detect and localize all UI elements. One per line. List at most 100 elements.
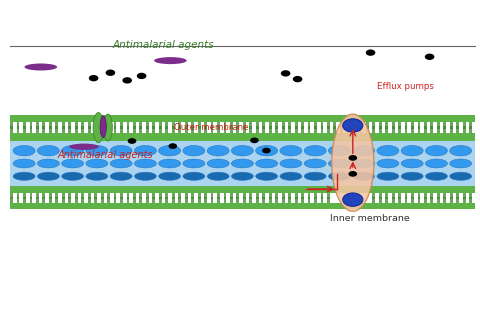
Ellipse shape (61, 159, 84, 168)
Bar (463, 197, 466, 203)
Ellipse shape (353, 172, 375, 181)
Bar (17, 197, 20, 203)
Bar (217, 126, 220, 133)
Bar (250, 197, 252, 203)
Bar (36, 193, 39, 199)
Bar (327, 193, 330, 199)
Bar (224, 197, 227, 203)
Bar (159, 197, 162, 203)
Bar (230, 193, 233, 199)
Bar (243, 193, 246, 199)
Bar (127, 126, 130, 133)
Bar (133, 197, 136, 203)
Ellipse shape (61, 172, 84, 181)
Ellipse shape (93, 113, 104, 143)
Bar (301, 197, 304, 203)
Bar (10, 193, 475, 203)
Bar (10, 115, 475, 122)
Bar (165, 193, 168, 199)
Bar (431, 193, 433, 199)
Bar (133, 126, 136, 133)
Ellipse shape (13, 159, 35, 168)
Bar (256, 197, 259, 203)
Bar (140, 193, 143, 199)
Bar (152, 126, 156, 133)
Bar (224, 193, 227, 199)
Bar (29, 126, 33, 133)
Bar (437, 122, 440, 129)
Bar (444, 193, 446, 199)
Ellipse shape (110, 159, 132, 168)
Bar (308, 122, 311, 129)
Bar (418, 122, 420, 129)
Bar (314, 193, 317, 199)
Bar (262, 122, 265, 129)
Bar (314, 126, 317, 133)
Bar (178, 193, 181, 199)
Bar (42, 126, 46, 133)
Bar (10, 122, 475, 133)
Bar (165, 197, 168, 203)
Ellipse shape (401, 145, 423, 156)
Bar (23, 197, 26, 203)
Bar (42, 197, 46, 203)
Bar (120, 197, 123, 203)
Bar (211, 197, 214, 203)
Bar (243, 197, 246, 203)
Bar (165, 122, 168, 129)
Bar (81, 193, 84, 199)
Bar (398, 126, 401, 133)
Bar (450, 126, 453, 133)
Ellipse shape (401, 159, 423, 168)
Bar (172, 193, 175, 199)
Bar (185, 193, 188, 199)
Bar (398, 122, 401, 129)
Bar (198, 122, 201, 129)
Ellipse shape (207, 145, 229, 156)
Ellipse shape (280, 159, 302, 168)
Ellipse shape (304, 145, 326, 156)
Bar (101, 197, 104, 203)
Text: Efflux pumps: Efflux pumps (377, 82, 433, 91)
Circle shape (137, 73, 146, 79)
Circle shape (250, 137, 259, 143)
Bar (204, 197, 207, 203)
Bar (469, 197, 472, 203)
Bar (405, 193, 408, 199)
Bar (301, 122, 304, 129)
Bar (314, 197, 317, 203)
Bar (269, 122, 272, 129)
Bar (385, 193, 388, 199)
Bar (405, 197, 408, 203)
Bar (424, 122, 427, 129)
Ellipse shape (104, 114, 112, 141)
Bar (68, 193, 71, 199)
Bar (405, 126, 408, 133)
Bar (224, 126, 227, 133)
Bar (185, 197, 188, 203)
Bar (288, 193, 291, 199)
Bar (431, 197, 433, 203)
Bar (152, 122, 156, 129)
Ellipse shape (353, 159, 375, 168)
Bar (75, 197, 78, 203)
Bar (250, 126, 252, 133)
Ellipse shape (377, 145, 399, 156)
Bar (340, 122, 343, 129)
Bar (463, 193, 466, 199)
Bar (211, 126, 214, 133)
Bar (366, 126, 369, 133)
Bar (55, 122, 58, 129)
Ellipse shape (37, 172, 60, 181)
Bar (275, 193, 278, 199)
Bar (10, 186, 475, 193)
Bar (146, 126, 149, 133)
Bar (372, 122, 375, 129)
Bar (308, 126, 311, 133)
Ellipse shape (304, 159, 326, 168)
Circle shape (281, 70, 290, 77)
Bar (347, 126, 349, 133)
Bar (191, 122, 194, 129)
Ellipse shape (231, 172, 253, 181)
Bar (81, 197, 84, 203)
